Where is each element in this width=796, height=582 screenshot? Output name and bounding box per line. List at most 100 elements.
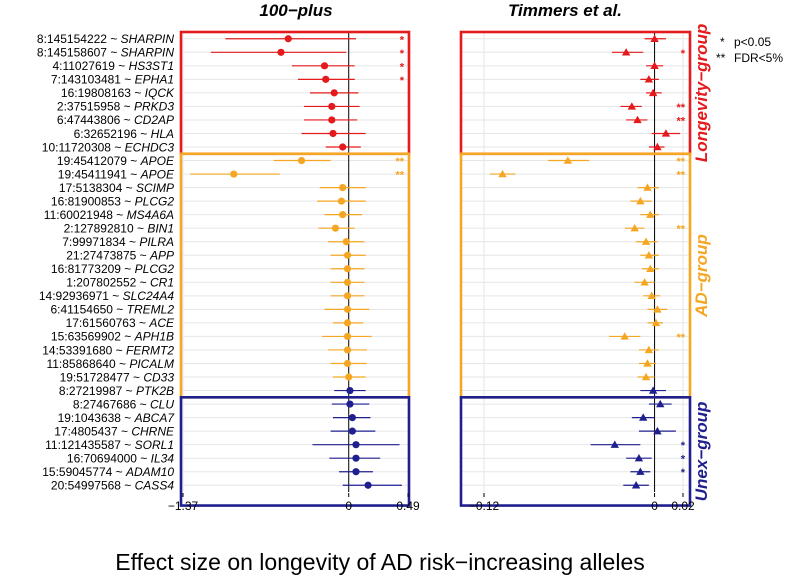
variant-gene: FERMT2 xyxy=(126,343,174,357)
variant-gene: PLCG2 xyxy=(135,262,175,276)
variant-position: 19:1043638 ~ xyxy=(58,411,135,425)
group-labels: Longevity−group AD−group Unex−group xyxy=(692,24,711,502)
point-estimate xyxy=(348,414,356,422)
variant-position: 14:53391680 ~ xyxy=(42,343,126,357)
variant-label: 8:145158607 ~ SHARPIN xyxy=(37,46,174,60)
point-estimate xyxy=(646,210,655,218)
group-box-unex xyxy=(459,396,692,507)
point-estimate xyxy=(346,386,354,395)
variant-gene: ACE xyxy=(148,316,175,330)
point-estimate xyxy=(348,427,356,435)
variant-label: 10:11720308 ~ ECHDC3 xyxy=(42,140,175,154)
variant-position: 19:51728477 ~ xyxy=(60,370,144,384)
variant-gene: PTK2B xyxy=(136,384,174,398)
legend-double-star-symbol: ** xyxy=(716,51,726,65)
group-label-ad: AD−group xyxy=(692,234,711,318)
variant-gene: CD2AP xyxy=(134,113,174,127)
point-estimate xyxy=(339,183,347,192)
point-estimate xyxy=(648,88,658,97)
variant-label: 15:59045774 ~ ADAM10 xyxy=(42,465,174,479)
variant-gene: APOE xyxy=(140,167,175,181)
variant-label: 8:27467686 ~ CLU xyxy=(73,397,174,411)
variant-position: 8:27467686 ~ xyxy=(73,397,150,411)
point-estimate xyxy=(322,75,330,83)
point-estimate xyxy=(343,292,352,300)
point-estimate xyxy=(656,399,665,408)
point-estimate xyxy=(330,89,338,97)
variant-gene: EPHA1 xyxy=(135,73,174,87)
variant-position: 15:59045774 ~ xyxy=(42,465,126,479)
variant-position: 11:121435587 ~ xyxy=(45,438,135,452)
significance-marker: ** xyxy=(676,170,685,182)
variant-gene: MS4A6A xyxy=(127,208,174,222)
point-estimate xyxy=(345,373,353,381)
point-estimate xyxy=(320,62,329,70)
significance-marker: * xyxy=(681,48,686,60)
variant-gene: ECHDC3 xyxy=(125,140,175,154)
point-estimate xyxy=(630,223,639,232)
significance-marker: * xyxy=(681,440,686,452)
variant-position: 19:45411941 ~ xyxy=(58,167,141,181)
point-estimate xyxy=(346,400,354,408)
variant-label: 19:1043638 ~ ABCA7 xyxy=(58,411,176,425)
point-estimate xyxy=(230,170,238,178)
variant-position: 8:27219987 ~ xyxy=(59,384,136,398)
variant-gene: CHRNE xyxy=(131,424,175,438)
point-estimate xyxy=(343,359,352,368)
point-estimate xyxy=(284,35,292,43)
point-estimate xyxy=(343,319,352,327)
significance-marker: * xyxy=(400,61,405,73)
variant-position: 16:81773209 ~ xyxy=(51,262,135,276)
x-axis-label: Effect size on longevity of AD risk−incr… xyxy=(115,549,644,575)
significance-marker: * xyxy=(400,48,405,60)
variant-label: 4:11027619 ~ HS3ST1 xyxy=(52,59,174,73)
variant-label: 20:54997568 ~ CASS4 xyxy=(51,479,174,493)
variant-position: 6:41154650 ~ xyxy=(50,303,126,317)
variant-position: 19:45412079 ~ xyxy=(57,154,141,168)
variant-label: 16:70694000 ~ IL34 xyxy=(67,451,174,465)
variant-gene: TREML2 xyxy=(127,303,175,317)
variant-label: 2:127892810 ~ BIN1 xyxy=(64,221,174,235)
point-estimate xyxy=(644,251,654,259)
point-estimate xyxy=(650,34,659,42)
significance-marker: * xyxy=(681,467,686,479)
variant-label: 17:4805437 ~ CHRNE xyxy=(54,424,175,438)
point-estimate xyxy=(342,238,350,246)
axis-tick-label: 0.02 xyxy=(671,499,695,513)
point-estimate xyxy=(643,359,652,367)
variant-label: 2:37515958 ~ PRKD3 xyxy=(57,100,174,114)
significance-marker: ** xyxy=(676,115,685,127)
variant-label: 17:61560763 ~ ACE xyxy=(66,316,175,330)
point-estimate xyxy=(636,196,645,205)
point-estimate xyxy=(364,481,372,489)
panel-title-timmers: Timmers et al. xyxy=(508,1,622,20)
point-estimate xyxy=(339,211,347,219)
variant-gene: PLCG2 xyxy=(135,194,175,208)
variant-position: 1:207802552 ~ xyxy=(66,276,150,290)
variant-position: 15:63569902 ~ xyxy=(51,330,135,344)
point-estimate xyxy=(643,183,652,191)
variant-gene: PILRA xyxy=(139,235,174,249)
variant-gene: APH1B xyxy=(134,330,174,344)
point-estimate xyxy=(339,143,347,151)
variant-position: 16:70694000 ~ xyxy=(67,451,151,465)
variant-position: 7:143103481 ~ xyxy=(51,73,135,87)
variant-position: 6:47443806 ~ xyxy=(57,113,134,127)
variant-label: 16:81773209 ~ PLCG2 xyxy=(51,262,174,276)
point-estimate xyxy=(640,278,649,286)
point-estimate xyxy=(352,441,360,449)
variant-gene: CR1 xyxy=(150,276,174,290)
point-estimate xyxy=(328,116,336,124)
variant-gene: IL34 xyxy=(151,451,175,465)
point-estimate xyxy=(644,345,654,354)
group-box-ad xyxy=(179,152,411,399)
point-estimate xyxy=(653,426,662,435)
variant-position: 11:60021948 ~ xyxy=(44,208,127,222)
axis-tick-label: 0 xyxy=(651,499,658,513)
variant-gene: HS3ST1 xyxy=(129,59,174,73)
point-estimate xyxy=(621,48,631,56)
variant-position: 6:32652196 ~ xyxy=(74,127,151,141)
variant-label: 11:121435587 ~ SORL1 xyxy=(45,438,174,452)
